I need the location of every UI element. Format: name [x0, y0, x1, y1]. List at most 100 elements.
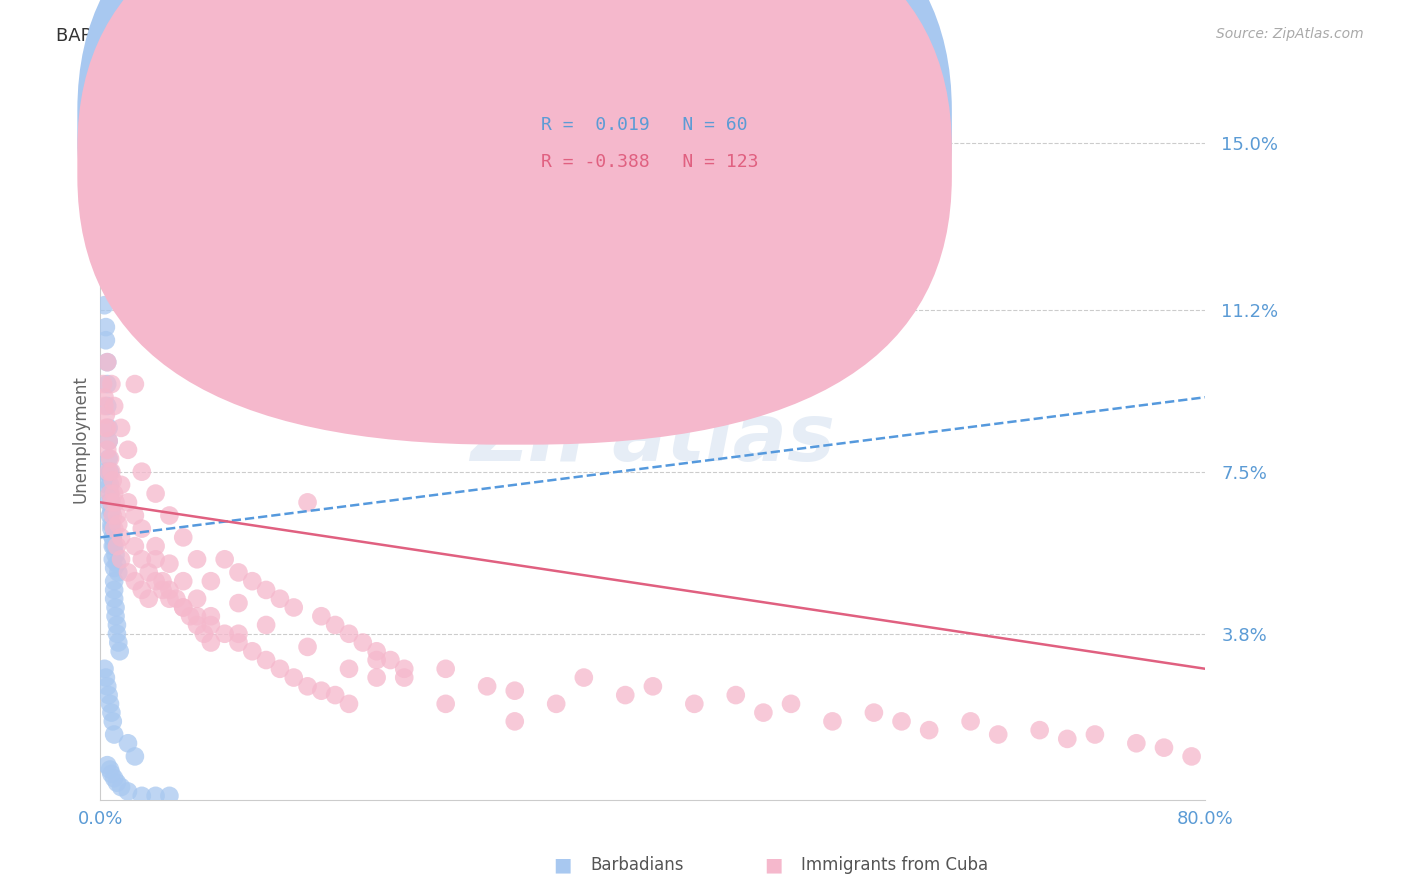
Point: [101, 530, 124, 544]
Point: [503, 714, 526, 729]
Text: Source: ZipAtlas.com: Source: ZipAtlas.com: [1216, 27, 1364, 41]
Point: [103, 772, 125, 786]
Point: [172, 530, 194, 544]
Point: [100, 465, 122, 479]
Point: [1153, 740, 1175, 755]
Point: [131, 582, 153, 597]
Point: [97, 451, 120, 466]
Point: [145, 574, 167, 589]
Point: [124, 377, 146, 392]
Point: [131, 789, 153, 803]
Point: [96, 421, 118, 435]
Point: [157, 508, 180, 523]
Point: [97, 465, 120, 479]
Text: R =  0.019   N = 60: R = 0.019 N = 60: [541, 116, 748, 134]
Point: [918, 723, 941, 738]
Point: [138, 566, 160, 580]
Point: [103, 486, 125, 500]
Point: [98, 763, 121, 777]
Point: [96, 399, 118, 413]
Point: [337, 626, 360, 640]
Point: [101, 474, 124, 488]
Point: [93, 399, 115, 413]
Point: [172, 574, 194, 589]
Point: [337, 662, 360, 676]
Point: [124, 539, 146, 553]
Point: [240, 644, 263, 658]
Point: [98, 508, 121, 523]
Point: [172, 600, 194, 615]
Point: [98, 451, 121, 466]
Point: [96, 442, 118, 457]
Point: [311, 683, 333, 698]
Text: BARBADIAN VS IMMIGRANTS FROM CUBA UNEMPLOYMENT CORRELATION CHART: BARBADIAN VS IMMIGRANTS FROM CUBA UNEMPL…: [56, 27, 783, 45]
Point: [434, 662, 457, 676]
Point: [1084, 727, 1107, 741]
Point: [614, 688, 637, 702]
Point: [228, 626, 250, 640]
Point: [117, 566, 139, 580]
Text: R = -0.388   N = 123: R = -0.388 N = 123: [541, 153, 759, 171]
Point: [145, 552, 167, 566]
Point: [103, 727, 125, 741]
Point: [283, 671, 305, 685]
Point: [337, 697, 360, 711]
Point: [96, 679, 118, 693]
Point: [228, 596, 250, 610]
Point: [100, 377, 122, 392]
Point: [96, 478, 118, 492]
Point: [103, 574, 125, 589]
Point: [157, 582, 180, 597]
Point: [117, 495, 139, 509]
Point: [97, 495, 120, 509]
Point: [97, 421, 120, 435]
Point: [103, 399, 125, 413]
Text: ZIPatlas: ZIPatlas: [471, 400, 835, 478]
Point: [107, 566, 129, 580]
Point: [1181, 749, 1204, 764]
Point: [94, 465, 117, 479]
Point: [124, 574, 146, 589]
Point: [987, 727, 1010, 741]
Point: [103, 591, 125, 606]
Point: [131, 552, 153, 566]
Point: [752, 706, 775, 720]
Point: [200, 618, 222, 632]
Point: [101, 552, 124, 566]
Point: [107, 517, 129, 532]
Point: [186, 591, 208, 606]
Point: [110, 780, 132, 794]
Point: [105, 618, 128, 632]
Point: [152, 582, 174, 597]
Point: [96, 377, 118, 392]
Point: [311, 609, 333, 624]
Point: [98, 465, 121, 479]
Point: [96, 758, 118, 772]
Point: [97, 434, 120, 448]
Point: [186, 552, 208, 566]
Point: [105, 626, 128, 640]
Point: [105, 775, 128, 789]
Point: [890, 714, 912, 729]
Point: [724, 688, 747, 702]
Point: [1125, 736, 1147, 750]
Point: [91, 224, 114, 238]
Point: [503, 683, 526, 698]
Point: [124, 749, 146, 764]
Point: [94, 421, 117, 435]
Point: [863, 706, 886, 720]
Point: [93, 390, 115, 404]
Point: [157, 557, 180, 571]
Point: [101, 714, 124, 729]
Point: [94, 320, 117, 334]
Point: [821, 714, 844, 729]
Point: [641, 679, 664, 693]
Point: [200, 574, 222, 589]
Point: [93, 268, 115, 282]
Point: [104, 600, 127, 615]
Point: [323, 688, 346, 702]
Point: [110, 478, 132, 492]
Point: [131, 522, 153, 536]
Point: [104, 548, 127, 562]
Point: [254, 618, 277, 632]
